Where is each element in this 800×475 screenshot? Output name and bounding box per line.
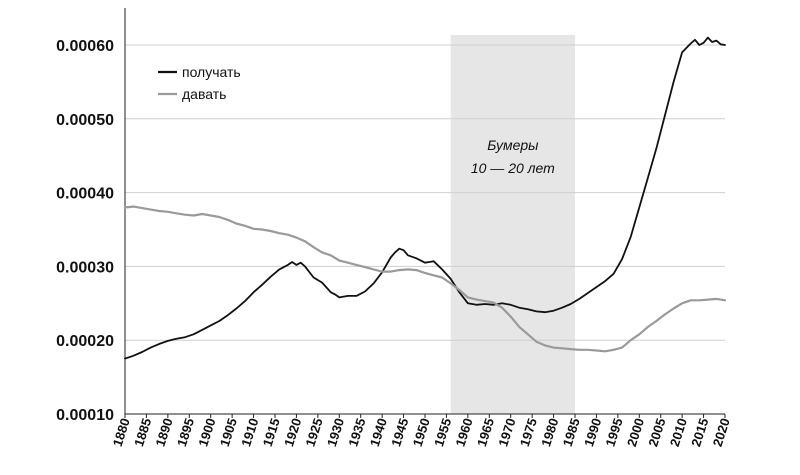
legend-label: давать bbox=[182, 86, 226, 102]
series-line-poluchat bbox=[124, 36, 726, 360]
x-tick-label: 1955 bbox=[431, 416, 454, 448]
x-tick-label: 1905 bbox=[217, 416, 240, 448]
x-tick-label: 1890 bbox=[153, 416, 176, 448]
shaded-region bbox=[450, 35, 575, 414]
x-tick-label: 2015 bbox=[688, 416, 711, 448]
x-tick-label: 1990 bbox=[581, 416, 604, 448]
x-tick-label: 1985 bbox=[560, 416, 583, 448]
x-tick-label: 1975 bbox=[517, 416, 540, 448]
y-tick-label: 0.00010 bbox=[56, 407, 114, 424]
x-tick-label: 2020 bbox=[710, 416, 733, 448]
x-tick-label: 1895 bbox=[174, 416, 197, 448]
x-tick-label: 1995 bbox=[603, 416, 626, 448]
x-tick-label: 1960 bbox=[453, 416, 476, 448]
x-tick-label: 1980 bbox=[538, 416, 561, 448]
x-tick-label: 1910 bbox=[238, 416, 261, 448]
x-tick-label: 2000 bbox=[624, 416, 647, 448]
x-tick-label: 1935 bbox=[345, 416, 368, 448]
x-tick-label: 1920 bbox=[281, 416, 304, 448]
x-tick-label: 1885 bbox=[131, 416, 154, 448]
y-tick-label: 0.00020 bbox=[56, 333, 114, 350]
x-tick-label: 2005 bbox=[645, 416, 668, 448]
y-tick-label: 0.00040 bbox=[56, 186, 114, 203]
shaded-region-label: Бумеры bbox=[487, 137, 539, 153]
x-tick-label: 1945 bbox=[388, 416, 411, 448]
shaded-region-sublabel: 10 — 20 лет bbox=[471, 160, 555, 176]
y-tick-label: 0.00060 bbox=[56, 38, 114, 55]
x-tick-label: 1940 bbox=[367, 416, 390, 448]
x-tick-label: 1930 bbox=[324, 416, 347, 448]
legend-label: получать bbox=[182, 64, 241, 80]
x-tick-label: 1915 bbox=[260, 416, 283, 448]
x-tick-label: 2010 bbox=[667, 416, 690, 448]
x-tick-label: 1900 bbox=[195, 416, 218, 448]
series-line-davat bbox=[123, 205, 727, 353]
x-tick-label: 1965 bbox=[474, 416, 497, 448]
y-tick-label: 0.00050 bbox=[56, 112, 114, 129]
x-tick-label: 1925 bbox=[303, 416, 326, 448]
y-tick-label: 0.00030 bbox=[56, 259, 114, 276]
x-tick-label: 1970 bbox=[495, 416, 518, 448]
x-tick-label: 1950 bbox=[410, 416, 433, 448]
